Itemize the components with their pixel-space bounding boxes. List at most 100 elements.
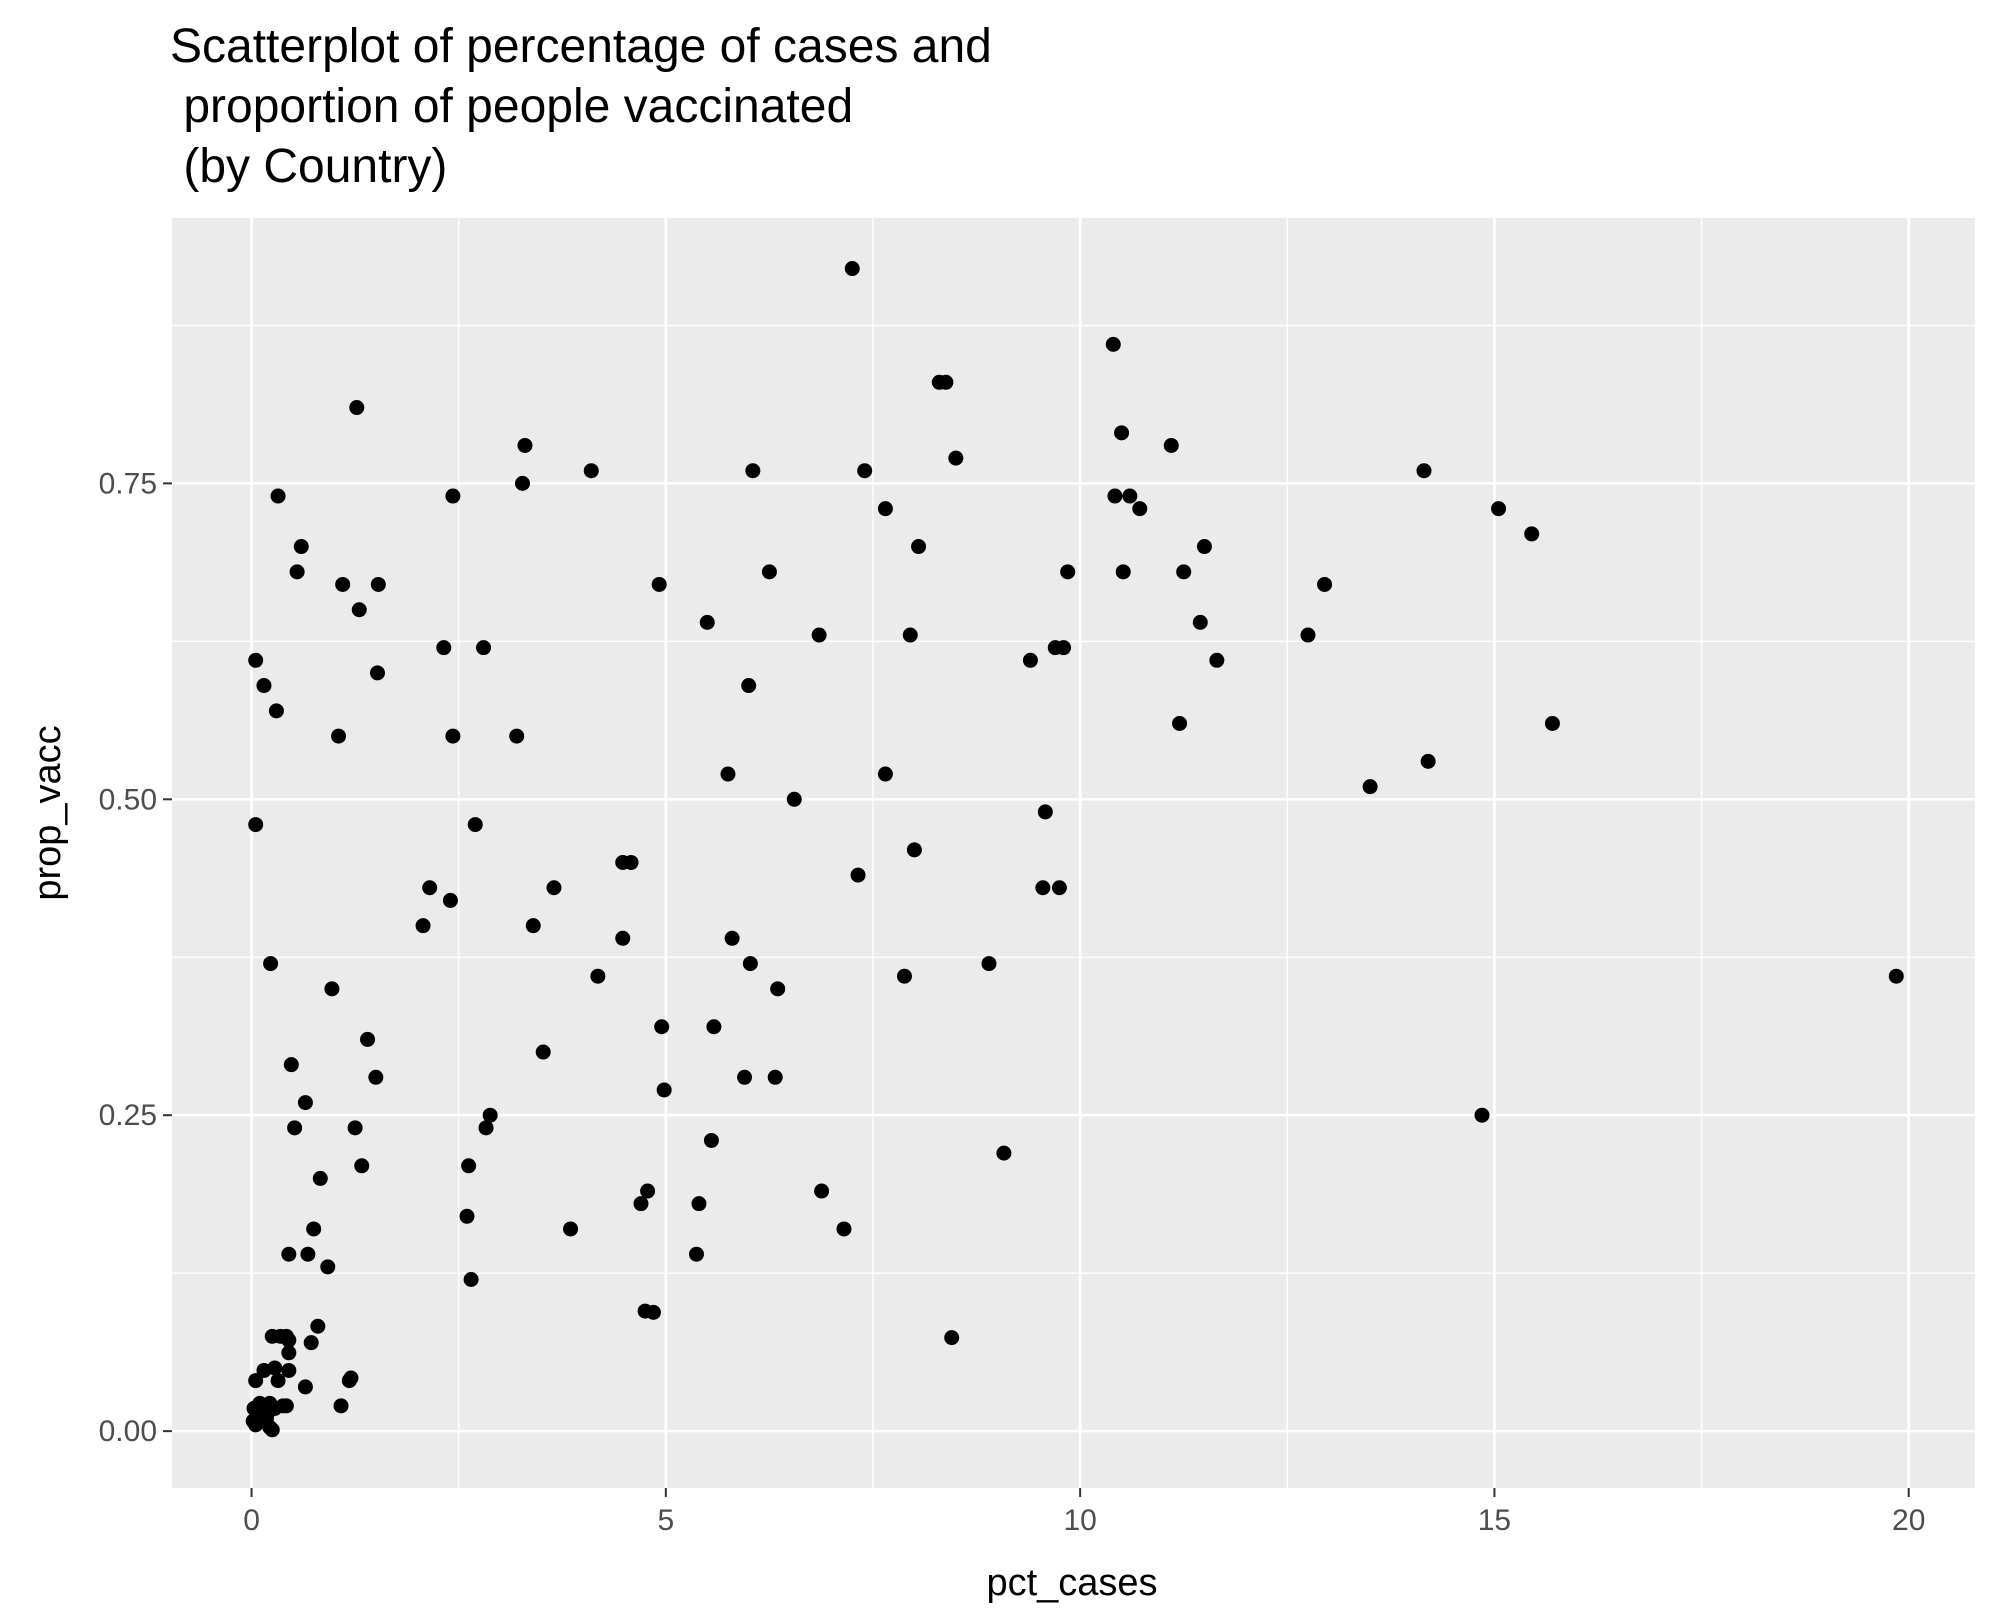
data-point bbox=[688, 1246, 704, 1262]
data-point bbox=[422, 880, 438, 896]
data-point bbox=[1114, 425, 1130, 441]
data-point bbox=[1122, 488, 1138, 504]
data-point bbox=[349, 400, 365, 416]
data-point bbox=[911, 539, 927, 555]
data-point bbox=[896, 968, 912, 984]
data-point bbox=[590, 968, 606, 984]
data-point bbox=[268, 703, 284, 719]
data-point bbox=[320, 1259, 336, 1275]
data-point bbox=[1056, 640, 1072, 656]
data-point bbox=[1544, 715, 1560, 731]
data-point bbox=[563, 1221, 579, 1237]
data-point bbox=[1176, 564, 1192, 580]
x-tick-label: 20 bbox=[1892, 1504, 1925, 1537]
data-point bbox=[786, 791, 802, 807]
data-point bbox=[651, 576, 667, 592]
data-point bbox=[857, 463, 873, 479]
data-point bbox=[281, 1332, 297, 1348]
data-point bbox=[1105, 336, 1121, 352]
y-tick-label: 0.25 bbox=[99, 1099, 157, 1132]
data-point bbox=[293, 539, 309, 555]
data-point bbox=[263, 956, 279, 972]
data-point bbox=[331, 728, 347, 744]
x-axis-title: pct_cases bbox=[986, 1562, 1157, 1604]
data-point bbox=[370, 576, 386, 592]
data-point bbox=[278, 1398, 294, 1414]
data-point bbox=[981, 956, 997, 972]
data-point bbox=[445, 488, 461, 504]
data-point bbox=[368, 1069, 384, 1085]
data-point bbox=[459, 1208, 475, 1224]
plot-panel bbox=[172, 218, 1975, 1488]
data-point bbox=[691, 1196, 707, 1212]
data-point bbox=[351, 602, 367, 618]
data-point bbox=[1060, 564, 1076, 580]
data-point bbox=[369, 665, 385, 681]
data-point bbox=[877, 501, 893, 517]
data-point bbox=[1416, 463, 1432, 479]
data-point bbox=[761, 564, 777, 580]
major-gridlines bbox=[172, 218, 1975, 1488]
chart-title-line-1: Scatterplot of percentage of cases and bbox=[170, 20, 992, 73]
data-point bbox=[615, 930, 631, 946]
data-point bbox=[1192, 614, 1208, 630]
data-point bbox=[720, 766, 736, 782]
data-point bbox=[1022, 652, 1038, 668]
data-points bbox=[245, 261, 1904, 1438]
data-point bbox=[654, 1019, 670, 1035]
data-point bbox=[335, 576, 351, 592]
data-point bbox=[836, 1221, 852, 1237]
data-point bbox=[467, 817, 483, 833]
data-point bbox=[281, 1362, 297, 1378]
data-point bbox=[270, 488, 286, 504]
data-point bbox=[844, 261, 860, 277]
data-point bbox=[1107, 488, 1123, 504]
data-point bbox=[1888, 968, 1904, 984]
data-point bbox=[289, 564, 305, 580]
data-point bbox=[1209, 652, 1225, 668]
y-tick-label: 0.50 bbox=[99, 783, 157, 816]
data-point bbox=[583, 463, 599, 479]
data-point bbox=[1474, 1107, 1490, 1123]
x-tick-label: 0 bbox=[243, 1504, 260, 1537]
data-point bbox=[1196, 539, 1212, 555]
data-point bbox=[850, 867, 866, 883]
data-point bbox=[287, 1120, 303, 1136]
data-point bbox=[267, 1360, 283, 1376]
data-point bbox=[482, 1107, 498, 1123]
data-point bbox=[902, 627, 918, 643]
data-point bbox=[300, 1246, 316, 1262]
data-point bbox=[877, 766, 893, 782]
data-point bbox=[944, 1330, 960, 1346]
data-point bbox=[1362, 779, 1378, 795]
data-point bbox=[1132, 501, 1148, 517]
data-point bbox=[306, 1221, 322, 1237]
data-point bbox=[623, 854, 639, 870]
data-point bbox=[770, 981, 786, 997]
data-point bbox=[656, 1082, 672, 1098]
data-point bbox=[347, 1120, 363, 1136]
data-point bbox=[264, 1422, 280, 1438]
data-point bbox=[333, 1398, 349, 1414]
data-point bbox=[948, 450, 964, 466]
data-point bbox=[1524, 526, 1540, 542]
data-point bbox=[814, 1183, 830, 1199]
y-tick-label: 0.00 bbox=[99, 1415, 157, 1448]
data-point bbox=[248, 652, 264, 668]
data-point bbox=[1317, 576, 1333, 592]
x-axis-ticks: 0 5 10 15 20 bbox=[243, 1488, 1925, 1537]
data-point bbox=[341, 1373, 357, 1389]
data-point bbox=[476, 640, 492, 656]
data-point bbox=[745, 463, 761, 479]
y-axis-ticks: 0.00 0.25 0.50 0.75 bbox=[99, 467, 172, 1448]
data-point bbox=[811, 627, 827, 643]
data-point bbox=[906, 842, 922, 858]
data-point bbox=[938, 374, 954, 390]
data-point bbox=[546, 880, 562, 896]
data-point bbox=[509, 728, 525, 744]
data-point bbox=[415, 918, 431, 934]
data-point bbox=[1035, 880, 1051, 896]
data-point bbox=[1172, 715, 1188, 731]
data-point bbox=[478, 1120, 494, 1136]
data-point bbox=[436, 640, 452, 656]
